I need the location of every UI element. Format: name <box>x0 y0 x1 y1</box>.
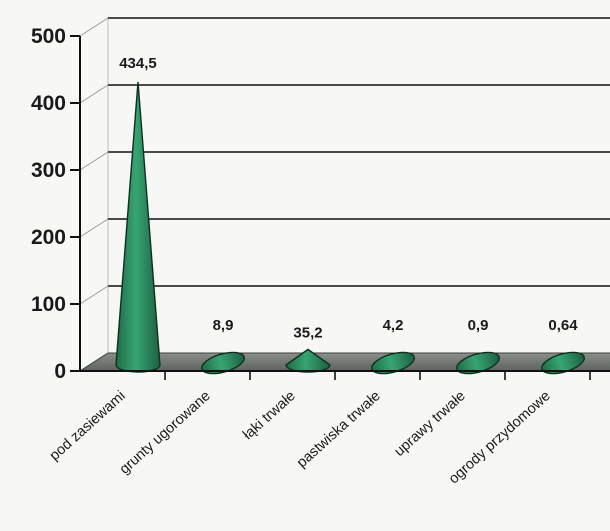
plot-back-wall <box>79 17 610 372</box>
gridline-join <box>79 218 109 238</box>
y-tick-label: 400 <box>31 92 66 115</box>
y-tick-label: 500 <box>31 25 66 48</box>
category-label: pod zasiewami <box>47 388 129 464</box>
gridline-join <box>79 17 109 37</box>
data-label: 35,2 <box>293 324 322 341</box>
data-label: 4,2 <box>383 317 404 334</box>
gridline-join <box>79 84 109 104</box>
y-tick-label: 0 <box>54 360 66 383</box>
category-label: grunty ugorowane <box>117 388 214 478</box>
category-label: łąki trwałe <box>240 388 299 443</box>
data-label: 434,5 <box>119 55 157 72</box>
cone-bar <box>115 81 161 373</box>
category-label: uprawy trwałe <box>391 388 468 460</box>
gridline-join <box>79 151 109 171</box>
data-label: 0,64 <box>548 317 578 334</box>
y-tick-label: 200 <box>31 226 66 249</box>
data-label: 8,9 <box>213 317 234 334</box>
category-label: pastwiska trwałe <box>294 388 384 471</box>
series-cones <box>115 81 585 375</box>
cone-body <box>115 81 161 373</box>
data-labels: 434,5 8,9 35,2 4,2 0,9 0,64 <box>119 55 578 342</box>
data-label: 0,9 <box>468 317 489 334</box>
y-axis: 0 100 200 300 400 500 <box>31 25 81 383</box>
y-tick-label: 300 <box>31 159 66 182</box>
y-tick-label: 100 <box>31 293 66 316</box>
gridline-join <box>79 285 109 305</box>
